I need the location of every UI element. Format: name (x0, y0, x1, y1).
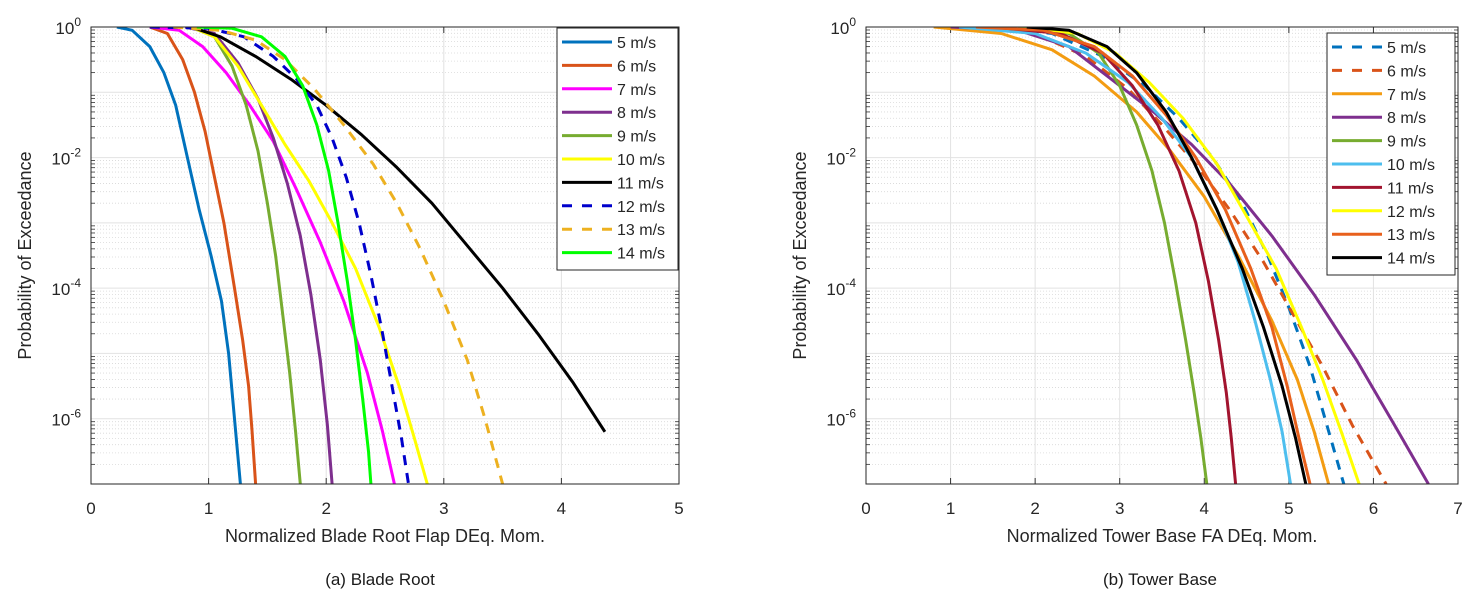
legend: 5 m/s 6 m/s 7 m/s 8 m/s 9 m/s 10 m/s 11 m/s 12 … (556, 27, 679, 271)
y-tick-label: 10-2 (826, 146, 856, 169)
legend-label: 5 m/s (1387, 40, 1426, 57)
x-tick-label: 6 (1369, 499, 1378, 518)
legend-label: 5 m/s (617, 35, 656, 52)
legend-label: 7 m/s (1387, 87, 1426, 104)
y-axis-label: Probability of Exceedance (790, 151, 810, 359)
x-tick-label: 1 (204, 499, 213, 518)
x-tick-label: 0 (861, 499, 870, 518)
series-line-13ms (975, 27, 1312, 484)
caption-tower-base: (b) Tower Base (1102, 570, 1217, 589)
legend-label: 6 m/s (1387, 63, 1426, 80)
x-tick-label: 2 (321, 499, 330, 518)
legend-label: 10 m/s (1387, 157, 1435, 174)
x-tick-label: 0 (86, 499, 95, 518)
y-tick-label: 100 (55, 15, 81, 38)
x-tick-label: 4 (557, 499, 566, 518)
y-tick-label: 100 (830, 15, 856, 38)
series-line-7ms (149, 27, 396, 484)
x-tick-label: 3 (1115, 499, 1124, 518)
legend-label: 6 m/s (617, 58, 656, 75)
legend-label: 14 m/s (617, 246, 665, 263)
y-tick-label: 10-4 (826, 276, 856, 299)
x-tick-label: 5 (674, 499, 683, 518)
series-line-14ms (1026, 27, 1308, 484)
legend-label: 9 m/s (1387, 134, 1426, 151)
legend-box (556, 27, 679, 271)
legend-label: 8 m/s (1387, 110, 1426, 127)
y-axis-label: Probability of Exceedance (15, 151, 35, 359)
series-line-14ms (196, 27, 373, 484)
x-tick-label: 3 (439, 499, 448, 518)
legend-label: 8 m/s (617, 105, 656, 122)
caption-blade-root: (a) Blade Root (325, 570, 435, 589)
legend-label: 13 m/s (617, 222, 665, 239)
axes-box (865, 26, 1459, 485)
legend-label: 11 m/s (617, 175, 664, 192)
series-line-6ms (149, 27, 258, 484)
legend-label: 10 m/s (617, 152, 665, 169)
legend-label: 14 m/s (1387, 251, 1435, 268)
series-line-8ms (184, 27, 334, 484)
series-line-13ms (173, 27, 505, 484)
series-group (933, 27, 1430, 484)
axes-box (90, 26, 680, 485)
x-tick-label: 2 (1030, 499, 1039, 518)
x-axis-label: Normalized Tower Base FA DEq. Mom. (1007, 526, 1318, 546)
series-line-11ms (190, 27, 607, 433)
x-axis-label: Normalized Blade Root Flap DEq. Mom. (225, 526, 545, 546)
legend-label: 12 m/s (1387, 204, 1435, 221)
series-line-10ms (190, 27, 429, 484)
legend: 5 m/s 6 m/s 7 m/s 8 m/s 9 m/s 10 m/s 11 m/s 12 … (1326, 32, 1456, 276)
series-line-9ms (190, 27, 302, 484)
series-line-12ms (149, 27, 410, 484)
chart-blade-root: 0 1 2 3 4 5 100 10-2 10-4 10-6 Normalized Blade Ro… (15, 15, 684, 546)
y-tick-label: 10-2 (51, 146, 81, 169)
x-tick-label: 4 (1200, 499, 1209, 518)
series-line-11ms (992, 27, 1238, 484)
series-line-7ms (933, 27, 1331, 484)
y-tick-label: 10-6 (826, 407, 856, 430)
legend-label: 7 m/s (617, 82, 656, 99)
legend-label: 9 m/s (617, 129, 656, 146)
chart-tower-base: 0 1 2 3 4 5 6 7 100 10-2 10-4 10-6 Normalized Tower … (790, 15, 1463, 546)
legend-label: 11 m/s (1387, 180, 1434, 197)
legend-label: 12 m/s (617, 199, 665, 216)
series-line-5ms (116, 27, 242, 484)
x-tick-label: 7 (1453, 499, 1462, 518)
x-tick-label: 5 (1284, 499, 1293, 518)
series-group (116, 27, 607, 484)
x-tick-label: 1 (946, 499, 955, 518)
y-tick-label: 10-4 (51, 276, 81, 299)
legend-label: 13 m/s (1387, 227, 1435, 244)
y-tick-label: 10-6 (51, 407, 81, 430)
